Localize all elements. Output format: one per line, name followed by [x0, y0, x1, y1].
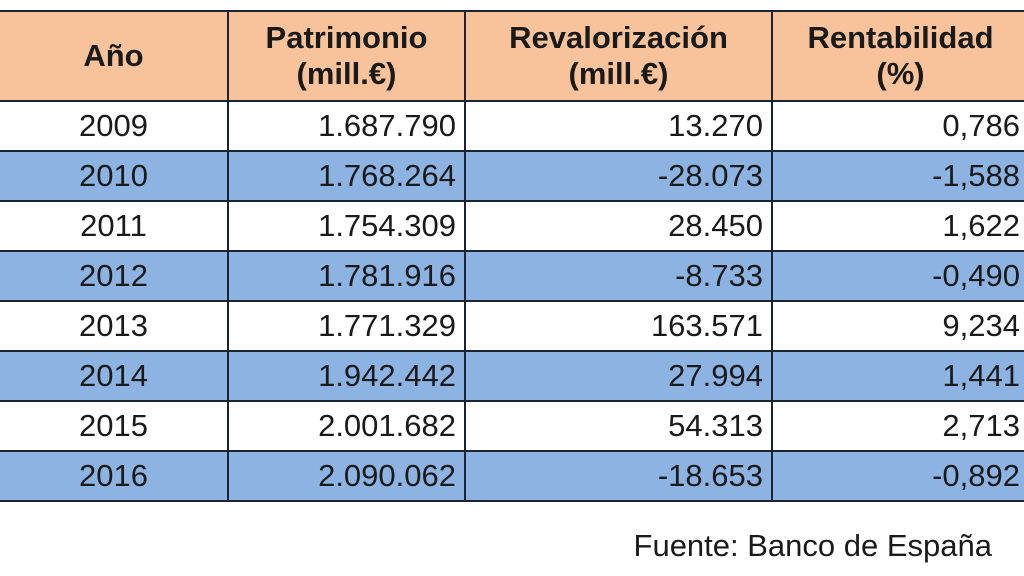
table-row: 2012 1.781.916 -8.733 -0,490	[0, 250, 1024, 302]
cell-revalorizacion: 54.313	[464, 400, 773, 452]
table-row: 2016 2.090.062 -18.653 -0,892	[0, 450, 1024, 502]
cell-year: 2013	[0, 300, 229, 352]
header-rentabilidad: Rentabilidad (%)	[771, 10, 1024, 102]
cell-revalorizacion: -8.733	[464, 250, 773, 302]
header-patrimonio: Patrimonio (mill.€)	[227, 10, 466, 102]
cell-patrimonio: 1.687.790	[227, 100, 466, 152]
cell-year: 2011	[0, 200, 229, 252]
cell-rentabilidad: -0,892	[771, 450, 1024, 502]
source-caption: Fuente: Banco de España	[633, 528, 992, 563]
cell-rentabilidad: 1,441	[771, 350, 1024, 402]
cell-patrimonio: 1.942.442	[227, 350, 466, 402]
cell-patrimonio: 1.781.916	[227, 250, 466, 302]
cell-revalorizacion: 28.450	[464, 200, 773, 252]
cell-revalorizacion: 13.270	[464, 100, 773, 152]
header-revalorizacion: Revalorización (mill.€)	[464, 10, 773, 102]
table-row: 2015 2.001.682 54.313 2,713	[0, 400, 1024, 452]
cell-rentabilidad: 1,622	[771, 200, 1024, 252]
cell-revalorizacion: 163.571	[464, 300, 773, 352]
cell-rentabilidad: 2,713	[771, 400, 1024, 452]
cell-revalorizacion: 27.994	[464, 350, 773, 402]
cell-year: 2016	[0, 450, 229, 502]
cell-patrimonio: 1.754.309	[227, 200, 466, 252]
header-year: Año	[0, 10, 229, 102]
cell-rentabilidad: -1,588	[771, 150, 1024, 202]
cell-patrimonio: 2.090.062	[227, 450, 466, 502]
cell-revalorizacion: -18.653	[464, 450, 773, 502]
cell-year: 2010	[0, 150, 229, 202]
financial-data-table: Año Patrimonio (mill.€) Revalorización (mi…	[0, 10, 1024, 502]
cell-year: 2009	[0, 100, 229, 152]
cell-patrimonio: 1.768.264	[227, 150, 466, 202]
table-row: 2013 1.771.329 163.571 9,234	[0, 300, 1024, 352]
cell-year: 2014	[0, 350, 229, 402]
cell-rentabilidad: 9,234	[771, 300, 1024, 352]
table-row: 2010 1.768.264 -28.073 -1,588	[0, 150, 1024, 202]
cell-rentabilidad: -0,490	[771, 250, 1024, 302]
cell-rentabilidad: 0,786	[771, 100, 1024, 152]
cell-patrimonio: 2.001.682	[227, 400, 466, 452]
cell-year: 2015	[0, 400, 229, 452]
cell-patrimonio: 1.771.329	[227, 300, 466, 352]
table-row: 2014 1.942.442 27.994 1,441	[0, 350, 1024, 402]
cell-year: 2012	[0, 250, 229, 302]
table-row: 2011 1.754.309 28.450 1,622	[0, 200, 1024, 252]
cell-revalorizacion: -28.073	[464, 150, 773, 202]
table-header-row: Año Patrimonio (mill.€) Revalorización (mi…	[0, 10, 1024, 102]
table-row: 2009 1.687.790 13.270 0,786	[0, 100, 1024, 152]
